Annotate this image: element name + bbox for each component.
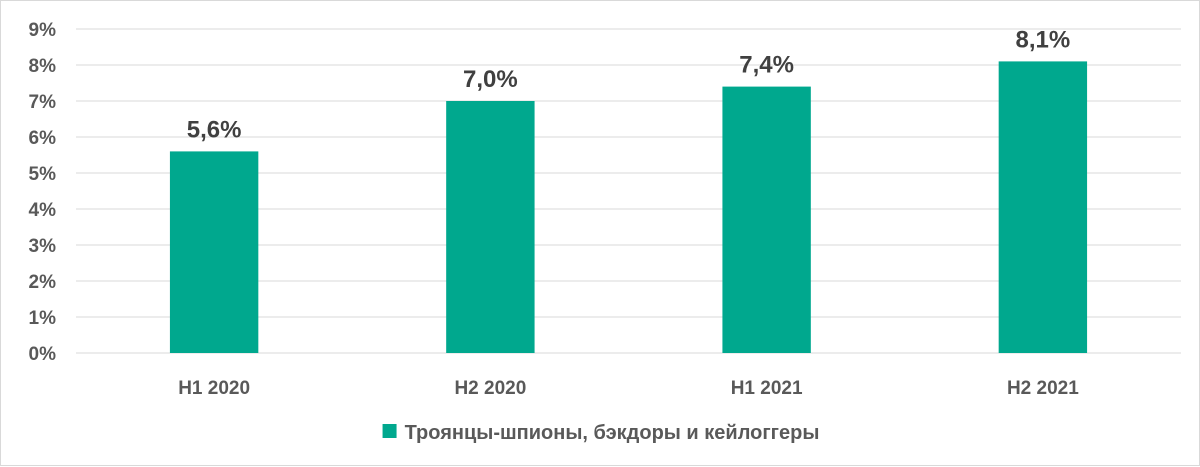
bar — [446, 101, 535, 353]
data-label: 7,0% — [463, 66, 518, 93]
y-tick-label: 4% — [29, 200, 57, 221]
legend-swatch — [382, 424, 397, 438]
y-tick-label: 3% — [29, 236, 57, 257]
bar — [722, 86, 811, 353]
y-tick-label: 8% — [29, 56, 57, 77]
data-label: 7,4% — [739, 52, 794, 79]
y-tick-label: 2% — [29, 272, 57, 293]
y-tick-label: 6% — [29, 128, 57, 149]
y-tick-label: 1% — [29, 308, 57, 329]
y-tick-label: 5% — [29, 164, 57, 185]
x-tick-label: H2 2020 — [454, 378, 526, 399]
bar — [998, 61, 1088, 354]
data-label: 8,1% — [1016, 26, 1071, 53]
data-label: 5,6% — [187, 116, 242, 143]
y-tick-label: 9% — [29, 20, 57, 41]
x-tick-label: H2 2021 — [1007, 378, 1079, 399]
y-tick-label: 0% — [29, 344, 57, 365]
y-tick-label: 7% — [29, 92, 57, 113]
bar — [169, 151, 259, 353]
x-tick-label: H1 2020 — [178, 378, 250, 399]
legend-label: Троянцы-шпионы, бэкдоры и кейлоггеры — [405, 422, 820, 444]
x-tick-label: H1 2021 — [731, 378, 803, 399]
